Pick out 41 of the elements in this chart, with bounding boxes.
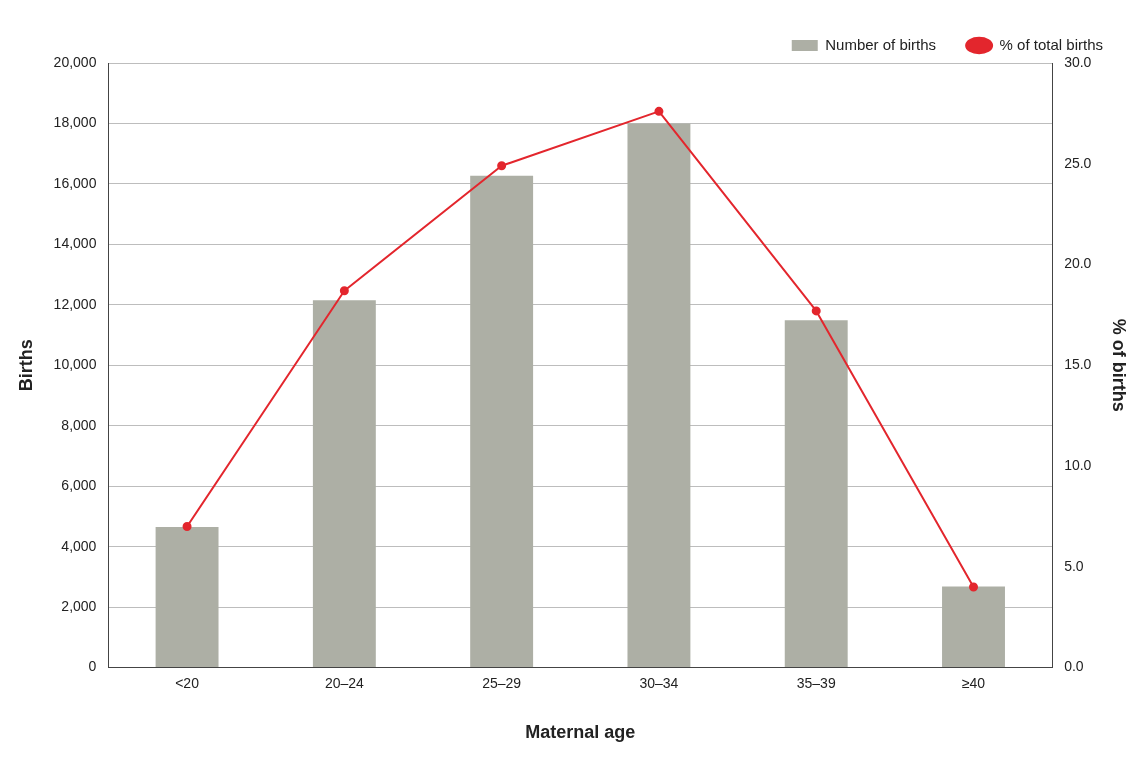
y-tick-label: 0 <box>88 658 97 675</box>
y2-tick-label: 30.0 <box>1064 53 1092 70</box>
legend-label: % of total births <box>999 35 1104 53</box>
x-tick-label: 35–39 <box>796 674 836 691</box>
point <box>339 286 349 296</box>
y-tick-label: 6,000 <box>61 477 97 494</box>
x-tick-label: ≥40 <box>961 674 986 691</box>
y2-tick-label: 5.0 <box>1064 557 1084 574</box>
y2-axis-title: % of births <box>1109 318 1130 412</box>
x-tick-label: 20–24 <box>324 674 365 691</box>
y2-tick-label: 20.0 <box>1064 255 1092 272</box>
y-tick-label: 18,000 <box>53 114 97 131</box>
y-tick-label: 20,000 <box>53 53 97 70</box>
y-tick-label: 2,000 <box>61 598 97 614</box>
bar <box>312 300 376 668</box>
y2-tick-label: 25.0 <box>1064 154 1092 171</box>
y2-tick-label: 10.0 <box>1064 456 1092 473</box>
bar <box>942 586 1005 668</box>
y-tick-label: 12,000 <box>53 295 97 312</box>
bar <box>627 123 691 668</box>
bar <box>470 175 534 668</box>
point <box>497 161 507 171</box>
y-tick-label: 10,000 <box>53 356 97 373</box>
point <box>811 306 821 316</box>
x-axis-title: Maternal age <box>525 722 636 743</box>
bar <box>155 527 219 668</box>
point <box>182 522 192 532</box>
y2-tick-label: 0.0 <box>1064 658 1084 675</box>
legend-label: Number of births <box>825 35 937 53</box>
x-tick-label: 30–34 <box>639 674 679 691</box>
x-tick-label: <20 <box>175 674 200 691</box>
y-tick-label: 4,000 <box>61 537 97 554</box>
y-tick-label: 8,000 <box>61 416 97 433</box>
y-tick-label: 14,000 <box>53 235 97 252</box>
point <box>969 582 979 592</box>
point <box>654 106 664 116</box>
x-tick-label: 25–29 <box>482 674 522 691</box>
bar <box>784 320 848 668</box>
y2-tick-label: 15.0 <box>1064 356 1092 373</box>
y-tick-label: 16,000 <box>53 174 97 191</box>
y-axis-title: Births <box>15 339 36 392</box>
